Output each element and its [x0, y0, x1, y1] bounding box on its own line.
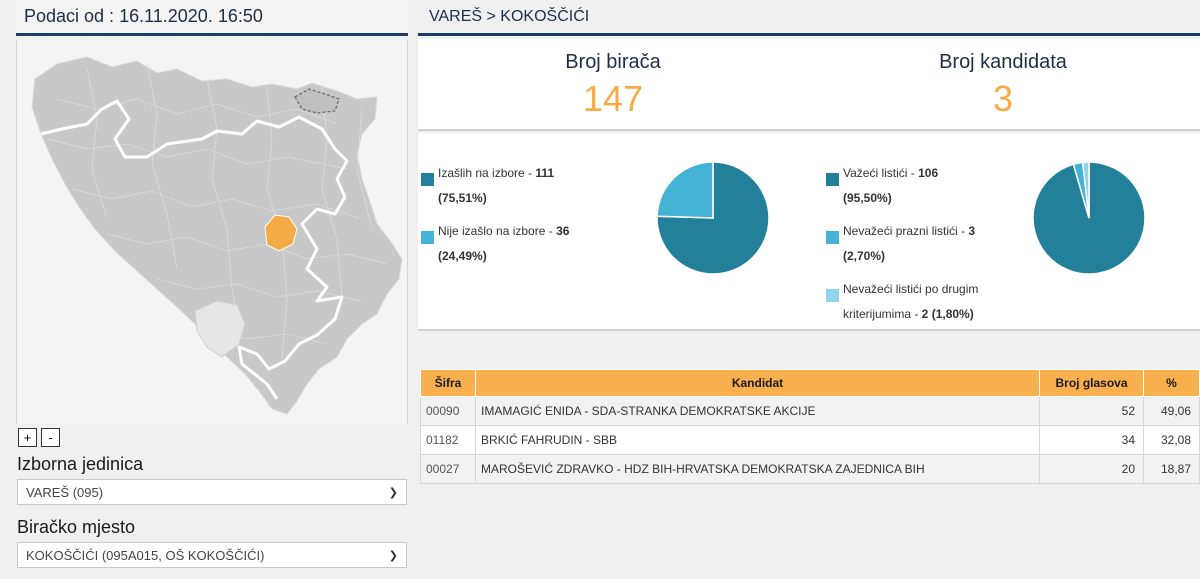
table-row[interactable]: 01182 BRKIĆ FAHRUDIN - SBB 34 32,08 — [420, 425, 1200, 455]
legend-item-valid-ballots: Važeći listići - 106 (95,50%) — [826, 161, 978, 211]
cell-code: 00027 — [420, 454, 476, 484]
legend-swatch — [826, 173, 839, 186]
voters-value: 147 — [582, 78, 644, 119]
legend-label: Nevažeći listići po drugim — [843, 282, 979, 296]
legend-label: Izašlih na izbore - — [438, 166, 536, 180]
bih-map[interactable] — [17, 39, 407, 424]
country-shape[interactable] — [31, 56, 403, 415]
zoom-in-button[interactable]: + — [18, 428, 37, 447]
polling-station-label: Biračko mjesto — [17, 517, 136, 537]
legend-pct: (24,49%) — [438, 249, 487, 263]
cell-votes: 34 — [1039, 425, 1144, 455]
breadcrumb: VAREŠ > KOKOŠČIĆI — [418, 0, 1200, 36]
legend-pct: (95,50%) — [843, 191, 892, 205]
cell-percent: 49,06 — [1143, 396, 1200, 426]
pie-slice-1[interactable] — [656, 161, 714, 219]
map-zoom-controls: + - — [18, 428, 60, 447]
data-date-label: Podaci od : 16.11.2020. 16:50 — [24, 6, 263, 26]
polling-station-select[interactable]: KOKOŠČIĆI (095A015, OŠ KOKOŠČIĆI) ❯ — [17, 542, 407, 568]
electoral-unit-value: VAREŠ (095) — [26, 484, 104, 500]
candidates-table: Šifra Kandidat Broj glasova % 00090 IMAM… — [420, 369, 1200, 484]
legend-pct: (75,51%) — [438, 191, 487, 205]
voters-stat: Broj birača 147 — [418, 39, 808, 120]
column-header-votes[interactable]: Broj glasova — [1039, 369, 1144, 397]
legend-swatch — [826, 231, 839, 244]
brcko-district[interactable] — [294, 88, 340, 114]
legend-pct: (2,70%) — [843, 249, 886, 263]
legend-item-invalid-blank-ballots: Nevažeći prazni listići - 3 (2,70%) — [826, 219, 978, 269]
table-header-row: Šifra Kandidat Broj glasova % — [420, 369, 1200, 397]
region-south[interactable] — [194, 300, 246, 358]
cell-candidate: IMAMAGIĆ ENIDA - SDA-STRANKA DEMOKRATSKE… — [475, 396, 1040, 426]
legend-value: 36 — [556, 224, 570, 238]
cell-votes: 20 — [1039, 454, 1144, 484]
legend-value: 106 — [918, 166, 939, 180]
entity-boundary-west — [40, 107, 104, 136]
candidates-value: 3 — [992, 78, 1014, 119]
right-panel: VAREŠ > KOKOŠČIĆI Broj birača 147 Broj k… — [418, 0, 1200, 579]
column-header-percent[interactable]: % — [1143, 369, 1200, 397]
data-date-header: Podaci od : 16.11.2020. 16:50 — [16, 0, 408, 36]
legend-value: 111 — [535, 166, 555, 180]
left-panel: Podaci od : 16.11.2020. 16:50 — [16, 0, 408, 579]
ballots-pie-chart[interactable] — [1032, 161, 1146, 275]
chevron-down-icon: ❯ — [388, 486, 398, 499]
cell-candidate: BRKIĆ FAHRUDIN - SBB — [475, 425, 1040, 455]
selected-municipality-vares[interactable] — [264, 214, 298, 252]
breadcrumb-text: VAREŠ > KOKOŠČIĆI — [429, 7, 590, 25]
map-container[interactable] — [16, 39, 408, 424]
polling-station-value: KOKOŠČIĆI (095A015, OŠ KOKOŠČIĆI) — [26, 547, 265, 563]
table-row[interactable]: 00027 MAROŠEVIĆ ZDRAVKO - HDZ BIH-HRVATS… — [420, 454, 1200, 484]
legend-item-turnout-voted: Izašlih na izbore - 111 (75,51%) — [421, 161, 569, 211]
legend-swatch — [421, 173, 434, 186]
legend-label: Nije izašlo na izbore - — [438, 224, 557, 238]
cell-percent: 32,08 — [1143, 425, 1200, 455]
electoral-unit-label: Izborna jedinica — [17, 454, 144, 474]
legend-pct: (1,80%) — [931, 307, 974, 321]
zoom-out-button[interactable]: - — [41, 428, 60, 447]
cell-code: 01182 — [420, 425, 476, 455]
candidates-stat: Broj kandidata 3 — [808, 39, 1198, 120]
legend-label: Nevažeći prazni listići - — [843, 224, 969, 238]
cell-candidate: MAROŠEVIĆ ZDRAVKO - HDZ BIH-HRVATSKA DEM… — [475, 454, 1040, 484]
legend-item-invalid-other-ballots: Nevažeći listići po drugim kriterijumima… — [826, 277, 978, 327]
legend-value: 3 — [968, 224, 976, 238]
pie-slice-2[interactable] — [1081, 161, 1090, 219]
charts-panel: Izašlih na izbore - 111 (75,51%) Nije iz… — [418, 133, 1200, 331]
cell-percent: 18,87 — [1143, 454, 1200, 484]
column-header-candidate[interactable]: Kandidat — [475, 369, 1040, 397]
stats-panel: Broj birača 147 Broj kandidata 3 — [418, 39, 1200, 131]
legend-label: kriterijumima - — [843, 307, 922, 321]
ballots-legend: Važeći listići - 106 (95,50%) Nevažeći p… — [826, 161, 978, 335]
column-header-code[interactable]: Šifra — [420, 369, 476, 397]
voters-label: Broj birača — [565, 51, 661, 73]
candidates-label: Broj kandidata — [939, 51, 1067, 73]
electoral-unit-select[interactable]: VAREŠ (095) ❯ — [17, 479, 407, 505]
legend-swatch — [421, 231, 434, 244]
turnout-legend: Izašlih na izbore - 111 (75,51%) Nije iz… — [421, 161, 569, 277]
turnout-pie-chart[interactable] — [656, 161, 770, 275]
legend-label: Važeći listići - — [843, 166, 919, 180]
legend-item-turnout-not-voted: Nije izašlo na izbore - 36 (24,49%) — [421, 219, 569, 269]
cell-votes: 52 — [1039, 396, 1144, 426]
table-row[interactable]: 00090 IMAMAGIĆ ENIDA - SDA-STRANKA DEMOK… — [420, 396, 1200, 426]
entity-boundary — [101, 99, 349, 400]
cell-code: 00090 — [420, 396, 476, 426]
legend-value: 2 — [921, 307, 929, 321]
legend-swatch — [826, 289, 839, 302]
chevron-down-icon: ❯ — [388, 549, 398, 562]
